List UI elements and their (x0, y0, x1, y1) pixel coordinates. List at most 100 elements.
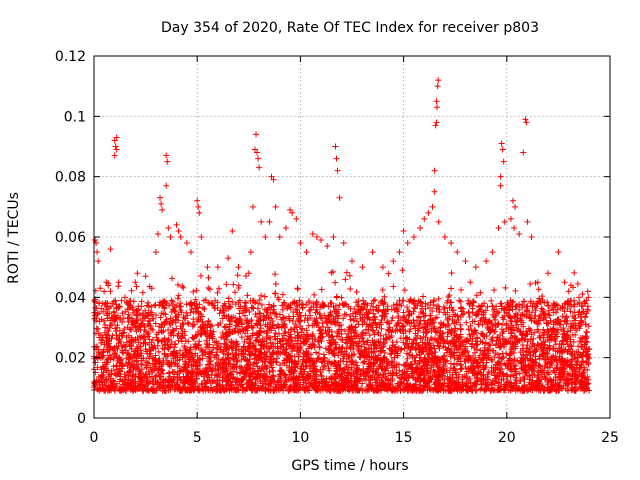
data-point (162, 311, 169, 318)
data-point (219, 329, 226, 336)
data-point (512, 287, 519, 294)
data-point (508, 318, 515, 325)
data-point (373, 324, 380, 331)
data-point (112, 325, 119, 332)
data-point (462, 364, 469, 371)
data-point (234, 272, 241, 279)
data-point (457, 298, 464, 305)
data-point (477, 386, 484, 393)
data-point (401, 287, 408, 294)
data-point (404, 304, 411, 311)
data-point (305, 297, 312, 304)
data-point (434, 339, 441, 346)
data-point (333, 293, 340, 300)
data-point (318, 286, 325, 293)
data-point (510, 298, 517, 305)
data-point (432, 349, 439, 356)
data-point (190, 316, 197, 323)
data-point (272, 280, 279, 287)
data-point (258, 292, 265, 299)
data-point (441, 305, 448, 312)
data-point (456, 297, 463, 304)
data-points (91, 77, 593, 394)
data-point (318, 333, 325, 340)
data-point (175, 281, 182, 288)
data-point (371, 331, 378, 338)
data-point (404, 355, 411, 362)
data-point (465, 308, 472, 315)
data-point (546, 364, 553, 371)
data-point (307, 306, 314, 313)
data-point (279, 291, 286, 298)
data-point (571, 269, 578, 276)
data-point (440, 330, 447, 337)
data-point (238, 356, 245, 363)
data-point (320, 363, 327, 370)
data-point (421, 317, 428, 324)
data-point (491, 353, 498, 360)
data-point (527, 281, 534, 288)
data-point (292, 306, 299, 313)
data-point (244, 292, 251, 299)
data-point (112, 328, 119, 335)
data-point (179, 283, 186, 290)
data-point (453, 360, 460, 367)
data-point (205, 274, 212, 281)
data-point (467, 279, 474, 286)
data-point (541, 356, 548, 363)
data-point (121, 326, 128, 333)
data-point (155, 348, 162, 355)
data-point (139, 289, 146, 296)
data-point (440, 304, 447, 311)
data-point (466, 301, 473, 308)
data-point (316, 344, 323, 351)
data-point (507, 363, 514, 370)
data-point (579, 291, 586, 298)
data-point (502, 284, 509, 291)
data-point (216, 310, 223, 317)
data-point (121, 371, 128, 378)
data-point (584, 303, 591, 310)
data-point (328, 300, 335, 307)
data-point (448, 285, 455, 292)
data-point (302, 312, 309, 319)
data-point (322, 345, 329, 352)
data-point (169, 298, 176, 305)
data-point (205, 318, 212, 325)
data-point (466, 313, 473, 320)
data-point (340, 315, 347, 322)
data-point (230, 281, 237, 288)
data-point (440, 361, 447, 368)
data-point (309, 357, 316, 364)
data-point (282, 328, 289, 335)
data-point (125, 372, 132, 379)
data-point (292, 321, 299, 328)
data-point (343, 269, 350, 276)
data-point (472, 349, 479, 356)
data-point (463, 319, 470, 326)
data-point (123, 355, 130, 362)
data-point (94, 326, 101, 333)
data-point (124, 369, 131, 376)
data-point (477, 289, 484, 296)
data-point (311, 291, 318, 298)
data-point (297, 365, 304, 372)
data-point (388, 317, 395, 324)
data-point (305, 322, 312, 329)
data-point (477, 317, 484, 324)
data-point (154, 337, 161, 344)
data-point (465, 326, 472, 333)
data-point (448, 270, 455, 277)
data-point (234, 358, 241, 365)
data-point (149, 336, 156, 343)
data-point (446, 326, 453, 333)
data-point (483, 359, 490, 366)
data-point (354, 308, 361, 315)
data-point (209, 368, 216, 375)
data-point (495, 320, 502, 327)
data-point (101, 288, 108, 295)
data-point (190, 288, 197, 295)
data-point (261, 293, 268, 300)
data-point (252, 311, 259, 318)
data-point (213, 371, 220, 378)
